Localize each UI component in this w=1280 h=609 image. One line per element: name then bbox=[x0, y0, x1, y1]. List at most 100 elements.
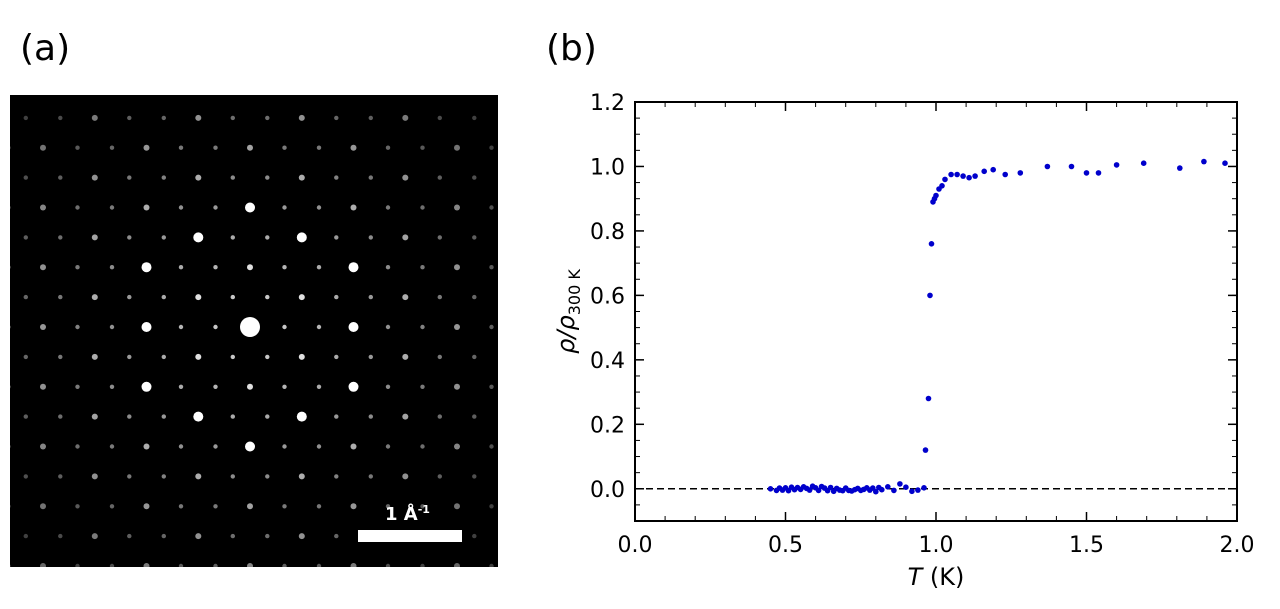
diffraction-spot bbox=[472, 175, 477, 180]
diffraction-spot bbox=[195, 294, 202, 301]
diffraction-spot bbox=[282, 563, 287, 567]
diffraction-spot bbox=[420, 504, 425, 509]
diffraction-spot bbox=[23, 294, 28, 300]
diffraction-spot bbox=[472, 115, 477, 121]
diffraction-spot bbox=[437, 414, 442, 419]
diffraction-spot bbox=[58, 235, 63, 240]
diffraction-spot bbox=[316, 384, 322, 389]
data-point bbox=[933, 192, 939, 199]
data-point bbox=[897, 481, 903, 487]
diffraction-spot bbox=[230, 115, 235, 121]
diffraction-spot bbox=[298, 473, 305, 480]
data-point bbox=[915, 487, 921, 493]
diffraction-spot bbox=[437, 115, 442, 121]
data-point bbox=[1095, 170, 1102, 176]
diffraction-spot bbox=[75, 265, 80, 270]
diffraction-spot bbox=[402, 174, 409, 181]
data-point bbox=[827, 484, 834, 491]
diffraction-spot bbox=[334, 414, 339, 419]
diffraction-spot bbox=[161, 235, 166, 240]
diffraction-spot bbox=[247, 563, 253, 567]
diffraction-spot bbox=[489, 265, 494, 270]
diffraction-spot bbox=[298, 174, 305, 181]
diffraction-spot bbox=[350, 503, 357, 510]
diffraction-spot bbox=[10, 564, 11, 567]
data-point bbox=[873, 488, 879, 495]
diffraction-spot bbox=[348, 381, 359, 392]
diffraction-spot bbox=[489, 205, 494, 210]
diffraction-spot bbox=[489, 444, 494, 449]
diffraction-spot bbox=[334, 175, 339, 180]
diffraction-spot bbox=[402, 114, 409, 121]
diffraction-spot bbox=[109, 563, 115, 567]
diffraction-spot bbox=[161, 115, 166, 121]
major-ticks bbox=[634, 101, 1238, 521]
diffraction-spot bbox=[141, 322, 152, 332]
diffraction-spot bbox=[316, 563, 322, 567]
panel-b-label: (b) bbox=[546, 28, 597, 69]
diffraction-spot bbox=[58, 414, 63, 419]
diffraction-spot bbox=[437, 354, 442, 360]
data-point bbox=[1017, 170, 1024, 176]
data-point bbox=[903, 484, 909, 491]
diffraction-spot bbox=[23, 354, 28, 360]
diffraction-spot bbox=[334, 354, 339, 360]
diffraction-spot bbox=[247, 264, 253, 271]
diffraction-spot bbox=[334, 235, 339, 240]
diffraction-spot bbox=[161, 175, 166, 180]
data-point bbox=[922, 447, 929, 453]
data-point bbox=[966, 174, 972, 181]
diffraction-spot bbox=[265, 115, 270, 121]
diffraction-spot bbox=[58, 294, 63, 300]
diffraction-spot bbox=[437, 175, 442, 180]
diffraction-spot bbox=[230, 175, 235, 180]
diffraction-spot bbox=[195, 473, 202, 480]
diffraction-spot bbox=[454, 383, 460, 390]
y-tick-labels: 0.0 0.2 0.4 0.6 0.8 1.0 1.2 bbox=[590, 91, 625, 503]
data-point bbox=[925, 395, 932, 402]
diffraction-spot bbox=[75, 145, 80, 150]
y-tick-label: 0.0 bbox=[590, 478, 625, 503]
diffraction-spot bbox=[420, 384, 425, 389]
x-tick-label: 1.0 bbox=[919, 533, 954, 558]
diffraction-spot bbox=[23, 235, 28, 240]
data-point bbox=[921, 485, 927, 491]
diffraction-spot bbox=[420, 563, 425, 567]
x-tick-label: 0.5 bbox=[768, 533, 803, 558]
diffraction-spot bbox=[58, 175, 63, 180]
diffraction-spot bbox=[230, 533, 235, 539]
diffraction-spot bbox=[240, 317, 260, 337]
diffraction-spot bbox=[75, 504, 80, 509]
diffraction-spot bbox=[127, 414, 132, 419]
diffraction-spot bbox=[368, 175, 373, 180]
data-point bbox=[990, 166, 996, 173]
data-point bbox=[972, 173, 978, 179]
diffraction-spot bbox=[40, 264, 46, 271]
diffraction-spot bbox=[316, 145, 322, 150]
diffraction-spot bbox=[350, 563, 357, 567]
diffraction-spot bbox=[402, 473, 409, 480]
diffraction-spot bbox=[368, 294, 373, 300]
diffraction-spot bbox=[40, 324, 46, 330]
data-point bbox=[879, 486, 885, 493]
diffraction-spot bbox=[91, 473, 98, 480]
diffraction-spot bbox=[298, 353, 305, 360]
data-point bbox=[954, 171, 960, 178]
diffraction-spot bbox=[58, 474, 63, 479]
diffraction-spot bbox=[161, 414, 166, 419]
data-point bbox=[1222, 160, 1228, 166]
diffraction-spot bbox=[143, 563, 150, 567]
diffraction-spot bbox=[23, 474, 28, 479]
x-tick-label: 0.0 bbox=[618, 533, 653, 558]
diffraction-spot bbox=[282, 504, 287, 509]
data-point bbox=[1201, 158, 1207, 165]
diffraction-spot bbox=[265, 533, 270, 539]
diffraction-spot bbox=[213, 444, 218, 449]
diffraction-spot bbox=[454, 563, 460, 567]
diffraction-spot bbox=[298, 533, 305, 540]
data-point bbox=[927, 292, 933, 299]
diffraction-spot bbox=[109, 145, 115, 150]
diffraction-spot bbox=[472, 474, 477, 479]
data-point bbox=[1113, 162, 1120, 168]
diffraction-spot bbox=[230, 414, 235, 419]
